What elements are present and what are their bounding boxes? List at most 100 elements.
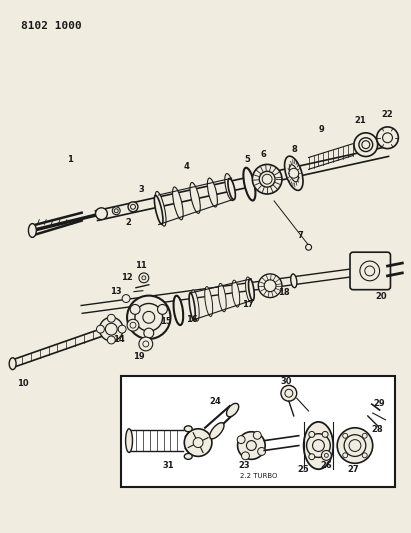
- Circle shape: [144, 328, 154, 338]
- Circle shape: [376, 127, 398, 149]
- Text: 12: 12: [121, 273, 133, 282]
- Circle shape: [142, 276, 146, 280]
- Text: 8: 8: [292, 145, 298, 154]
- Circle shape: [252, 164, 282, 194]
- Circle shape: [362, 141, 370, 149]
- Circle shape: [107, 336, 115, 344]
- Text: 23: 23: [239, 461, 250, 470]
- Circle shape: [105, 323, 117, 335]
- Circle shape: [322, 431, 328, 438]
- Circle shape: [309, 454, 315, 459]
- Ellipse shape: [205, 287, 212, 317]
- Text: 7: 7: [298, 231, 304, 240]
- Circle shape: [130, 322, 136, 328]
- Circle shape: [114, 209, 118, 213]
- Ellipse shape: [126, 429, 132, 453]
- Circle shape: [242, 452, 249, 460]
- Ellipse shape: [155, 195, 163, 224]
- Text: 2.2 TURBO: 2.2 TURBO: [240, 473, 277, 479]
- Text: 31: 31: [163, 461, 174, 470]
- Circle shape: [343, 453, 348, 458]
- Ellipse shape: [9, 358, 16, 369]
- Circle shape: [237, 435, 245, 443]
- Text: 30: 30: [280, 377, 292, 386]
- Circle shape: [258, 448, 266, 455]
- Ellipse shape: [245, 277, 253, 302]
- Circle shape: [322, 454, 328, 459]
- Circle shape: [139, 337, 153, 351]
- Text: 10: 10: [17, 379, 28, 388]
- Circle shape: [321, 450, 331, 461]
- Ellipse shape: [184, 454, 192, 459]
- Ellipse shape: [249, 279, 254, 301]
- Ellipse shape: [210, 423, 224, 439]
- Circle shape: [309, 431, 315, 438]
- Ellipse shape: [191, 290, 199, 321]
- Ellipse shape: [228, 179, 236, 200]
- Circle shape: [184, 429, 212, 456]
- Ellipse shape: [218, 284, 226, 312]
- Text: 21: 21: [354, 116, 366, 125]
- Circle shape: [107, 314, 115, 322]
- Circle shape: [253, 431, 261, 439]
- Ellipse shape: [243, 168, 255, 200]
- Text: 29: 29: [374, 399, 386, 408]
- Circle shape: [258, 274, 282, 297]
- Circle shape: [130, 304, 140, 314]
- Circle shape: [285, 389, 293, 397]
- Circle shape: [343, 433, 348, 438]
- Text: 3: 3: [138, 184, 144, 193]
- Circle shape: [306, 244, 312, 250]
- Ellipse shape: [232, 280, 240, 307]
- Bar: [121, 376, 395, 487]
- Ellipse shape: [291, 274, 297, 288]
- Circle shape: [312, 440, 324, 451]
- Circle shape: [349, 440, 361, 451]
- Circle shape: [354, 133, 378, 157]
- Text: 19: 19: [133, 352, 145, 361]
- Circle shape: [118, 325, 126, 333]
- Circle shape: [128, 202, 138, 212]
- Text: 28: 28: [372, 425, 383, 434]
- Ellipse shape: [304, 422, 333, 469]
- Circle shape: [127, 319, 139, 331]
- Ellipse shape: [173, 187, 183, 220]
- Text: 15: 15: [159, 317, 171, 326]
- Text: 14: 14: [113, 335, 125, 343]
- Ellipse shape: [226, 403, 239, 417]
- Text: 20: 20: [376, 292, 388, 301]
- Circle shape: [259, 171, 275, 187]
- Text: 1: 1: [67, 155, 73, 164]
- Ellipse shape: [225, 174, 235, 200]
- Ellipse shape: [173, 296, 183, 325]
- Text: 5: 5: [245, 155, 250, 164]
- Text: 27: 27: [347, 465, 359, 474]
- Circle shape: [362, 453, 367, 458]
- Text: 6: 6: [260, 150, 266, 159]
- Circle shape: [238, 432, 265, 459]
- Ellipse shape: [155, 191, 166, 226]
- Text: 25: 25: [298, 465, 309, 474]
- Text: 18: 18: [278, 288, 290, 297]
- Circle shape: [157, 304, 167, 314]
- Circle shape: [143, 341, 149, 347]
- Circle shape: [97, 325, 104, 333]
- Circle shape: [139, 273, 149, 283]
- Ellipse shape: [184, 426, 192, 432]
- Text: 9: 9: [319, 125, 324, 134]
- Circle shape: [359, 138, 373, 151]
- Circle shape: [247, 441, 256, 450]
- Circle shape: [324, 454, 328, 457]
- Text: 11: 11: [135, 261, 147, 270]
- FancyBboxPatch shape: [350, 252, 390, 289]
- Circle shape: [362, 433, 367, 438]
- Circle shape: [264, 280, 276, 292]
- Ellipse shape: [190, 182, 200, 213]
- Circle shape: [281, 385, 297, 401]
- Ellipse shape: [208, 178, 217, 207]
- Text: 2: 2: [125, 218, 131, 227]
- Text: 22: 22: [382, 110, 393, 118]
- Circle shape: [135, 303, 163, 331]
- Circle shape: [344, 435, 366, 456]
- Circle shape: [360, 261, 380, 281]
